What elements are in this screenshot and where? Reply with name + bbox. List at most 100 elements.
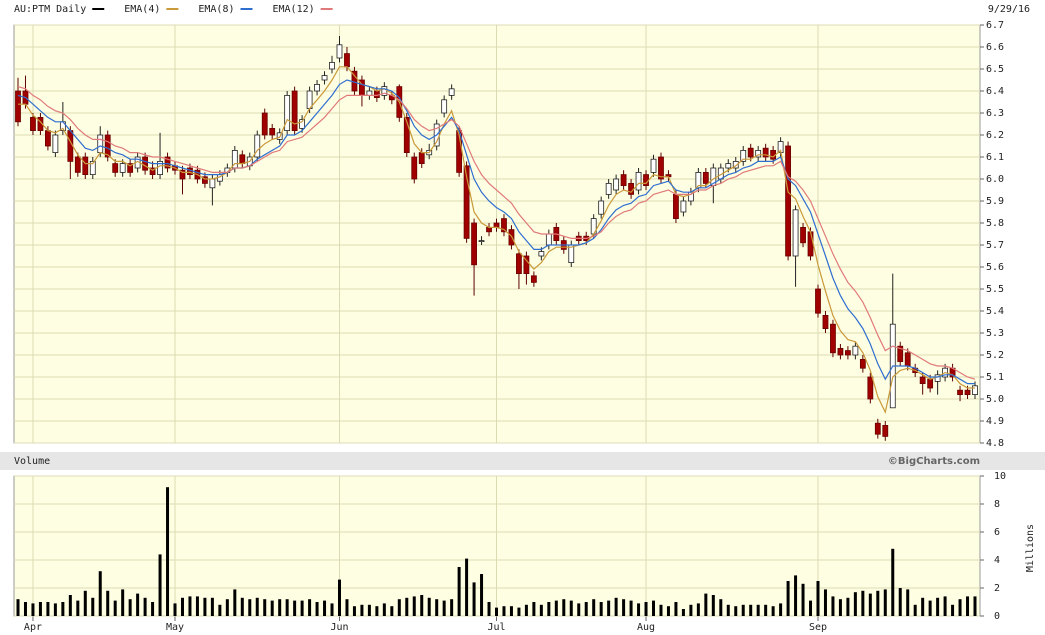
candle-body <box>15 90 21 123</box>
candle-body <box>972 385 978 395</box>
volume-bar <box>375 606 379 616</box>
candle-body <box>142 156 149 171</box>
volume-bar <box>158 554 162 616</box>
y-tick-label: 4.8 <box>986 438 1004 449</box>
candle-body <box>807 231 814 257</box>
candle-body <box>299 119 306 129</box>
volume-bar <box>823 589 827 616</box>
candle-body <box>598 200 605 215</box>
candle-body <box>127 163 134 173</box>
candle-body <box>545 233 552 246</box>
volume-bar <box>838 599 842 616</box>
volume-bar <box>143 597 147 616</box>
volume-bar <box>330 603 334 616</box>
candle-body <box>82 156 89 176</box>
y-tick-label: 5.6 <box>986 262 1004 273</box>
volume-bar <box>966 596 970 616</box>
volume-bar <box>779 603 783 616</box>
volume-bar <box>113 600 117 616</box>
candle-body <box>882 424 889 437</box>
candle-body <box>254 134 261 158</box>
volume-bar <box>255 597 259 616</box>
volume-bar <box>741 604 745 616</box>
candle-body <box>837 347 844 356</box>
candle-body <box>97 134 104 154</box>
volume-bar <box>151 602 155 616</box>
volume-bar <box>315 602 319 616</box>
credit: ©BigCharts.com <box>888 456 980 467</box>
volume-bar <box>166 487 170 616</box>
candle-body <box>785 145 791 257</box>
y-tick-label: 5.1 <box>986 372 1004 383</box>
volume-title: Volume <box>14 456 50 467</box>
volume-bar <box>360 604 364 616</box>
candle-body <box>530 275 537 283</box>
y-tick-label: 5.0 <box>986 394 1004 405</box>
volume-bar <box>861 590 865 616</box>
x-tick-label: Jun <box>330 622 348 633</box>
candle-body <box>747 147 754 158</box>
volume-bar <box>719 599 723 616</box>
volume-bar <box>450 599 454 616</box>
legend-label: EMA(8) <box>198 4 234 15</box>
volume-bar <box>53 603 57 616</box>
candle-body <box>149 167 156 175</box>
candle-body <box>620 174 627 187</box>
candle-body <box>448 88 455 96</box>
candle-body <box>74 156 81 173</box>
candle-body <box>874 422 881 435</box>
volume-bar <box>906 589 910 616</box>
volume-header-band <box>0 452 1045 470</box>
volume-bar <box>195 596 199 616</box>
volume-bar <box>592 599 596 616</box>
volume-bar <box>509 606 513 616</box>
volume-bar <box>367 604 371 616</box>
volume-bar <box>517 607 521 616</box>
candle-body <box>792 209 799 257</box>
candle-body <box>67 130 74 162</box>
volume-bar <box>76 600 80 616</box>
candle-body <box>366 90 373 96</box>
volume-bar <box>562 599 566 616</box>
volume-bar <box>405 597 409 616</box>
y-tick-label: 10 <box>994 471 1006 482</box>
volume-bar <box>614 597 618 616</box>
candle-body <box>30 117 36 132</box>
volume-bar <box>457 567 461 616</box>
volume-bar <box>435 599 439 616</box>
candle-body <box>291 90 298 131</box>
volume-bar <box>173 603 177 616</box>
volume-bar <box>644 602 648 616</box>
y-tick-label: 6 <box>994 527 1000 538</box>
volume-bar <box>704 593 708 616</box>
volume-bar <box>106 590 110 616</box>
volume-bar <box>809 600 813 616</box>
volume-bar <box>233 589 237 616</box>
y-tick-label: 6.1 <box>986 152 1004 163</box>
volume-bar <box>734 606 738 616</box>
volume-bar <box>524 604 528 616</box>
volume-bar <box>539 604 543 616</box>
volume-bar <box>853 592 857 616</box>
candle-body <box>411 156 418 180</box>
candle-body <box>209 178 216 189</box>
y-tick-label: 5.8 <box>986 218 1004 229</box>
y-tick-label: 2 <box>994 583 1000 594</box>
volume-bar <box>480 574 484 616</box>
candle-body <box>605 182 612 195</box>
y-tick-label: 4.9 <box>986 416 1004 427</box>
y-tick-label: 5.9 <box>986 196 1004 207</box>
volume-bar <box>472 582 476 616</box>
volume-bar <box>726 604 730 616</box>
volume-bar <box>883 589 887 616</box>
volume-bar <box>876 590 880 616</box>
candle-body <box>830 323 836 354</box>
volume-bar <box>293 600 297 616</box>
candle-body <box>762 147 769 158</box>
volume-bar <box>696 603 700 616</box>
volume-bar <box>240 597 244 616</box>
volume-bar <box>749 604 753 616</box>
candle-body <box>179 169 186 180</box>
candle-body <box>52 134 59 154</box>
volume-bar <box>390 606 394 616</box>
